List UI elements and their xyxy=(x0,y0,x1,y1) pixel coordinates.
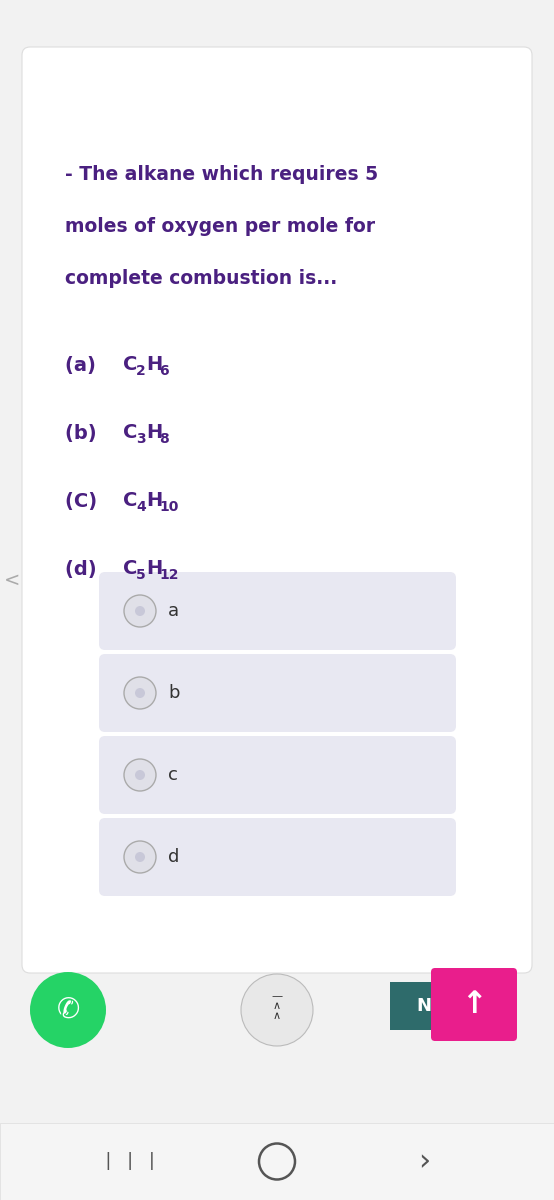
Text: 10: 10 xyxy=(159,500,178,514)
Text: (C): (C) xyxy=(65,492,104,510)
Text: d: d xyxy=(168,848,179,866)
Circle shape xyxy=(155,1124,220,1189)
Text: —
∧
∧: — ∧ ∧ xyxy=(271,991,283,1021)
Circle shape xyxy=(124,758,156,791)
Text: 8: 8 xyxy=(159,432,169,446)
Text: C: C xyxy=(123,559,137,578)
Circle shape xyxy=(124,677,156,709)
Text: (d): (d) xyxy=(65,559,104,578)
Text: ✆: ✆ xyxy=(57,996,80,1024)
Circle shape xyxy=(135,606,145,616)
Text: | | |: | | | xyxy=(103,1152,157,1170)
Text: - The alkane which requires 5: - The alkane which requires 5 xyxy=(65,166,378,185)
Text: a: a xyxy=(168,602,179,620)
Text: H: H xyxy=(146,492,162,510)
Text: 4: 4 xyxy=(136,500,146,514)
Text: 9: 9 xyxy=(361,1147,372,1165)
Circle shape xyxy=(427,1124,493,1189)
Circle shape xyxy=(135,770,145,780)
Circle shape xyxy=(135,688,145,698)
Text: C: C xyxy=(123,492,137,510)
Text: H: H xyxy=(146,559,162,578)
Text: ↑: ↑ xyxy=(461,990,487,1019)
Text: 2: 2 xyxy=(136,364,146,378)
Text: 10: 10 xyxy=(449,1147,471,1165)
FancyBboxPatch shape xyxy=(99,654,456,732)
Text: moles of oxygen per mole for: moles of oxygen per mole for xyxy=(65,217,375,236)
Circle shape xyxy=(64,1124,130,1189)
Circle shape xyxy=(124,841,156,874)
Text: C: C xyxy=(123,424,137,443)
FancyBboxPatch shape xyxy=(99,736,456,814)
FancyBboxPatch shape xyxy=(390,982,458,1030)
Text: H: H xyxy=(146,424,162,443)
Text: 6: 6 xyxy=(159,364,168,378)
Text: 8: 8 xyxy=(271,1147,283,1165)
Text: 5: 5 xyxy=(136,568,146,582)
Text: 3: 3 xyxy=(136,432,146,446)
Text: 6: 6 xyxy=(91,1147,102,1165)
FancyBboxPatch shape xyxy=(0,1123,554,1200)
Circle shape xyxy=(244,1124,310,1189)
FancyBboxPatch shape xyxy=(431,968,517,1040)
Circle shape xyxy=(124,595,156,626)
Text: ›: › xyxy=(418,1147,430,1176)
FancyBboxPatch shape xyxy=(99,572,456,650)
Circle shape xyxy=(30,972,106,1048)
Text: <: < xyxy=(4,570,20,589)
Circle shape xyxy=(334,1124,399,1189)
Text: H: H xyxy=(146,355,162,374)
Text: C: C xyxy=(123,355,137,374)
Text: c: c xyxy=(168,766,178,784)
Text: 7: 7 xyxy=(182,1147,193,1165)
Circle shape xyxy=(135,852,145,862)
Text: (b): (b) xyxy=(65,424,104,443)
FancyBboxPatch shape xyxy=(22,47,532,973)
Text: complete combustion is...: complete combustion is... xyxy=(65,270,337,288)
Circle shape xyxy=(241,974,313,1046)
Text: b: b xyxy=(168,684,179,702)
FancyBboxPatch shape xyxy=(99,818,456,896)
Text: N: N xyxy=(417,997,432,1015)
Text: (a): (a) xyxy=(65,355,102,374)
Text: 12: 12 xyxy=(159,568,178,582)
